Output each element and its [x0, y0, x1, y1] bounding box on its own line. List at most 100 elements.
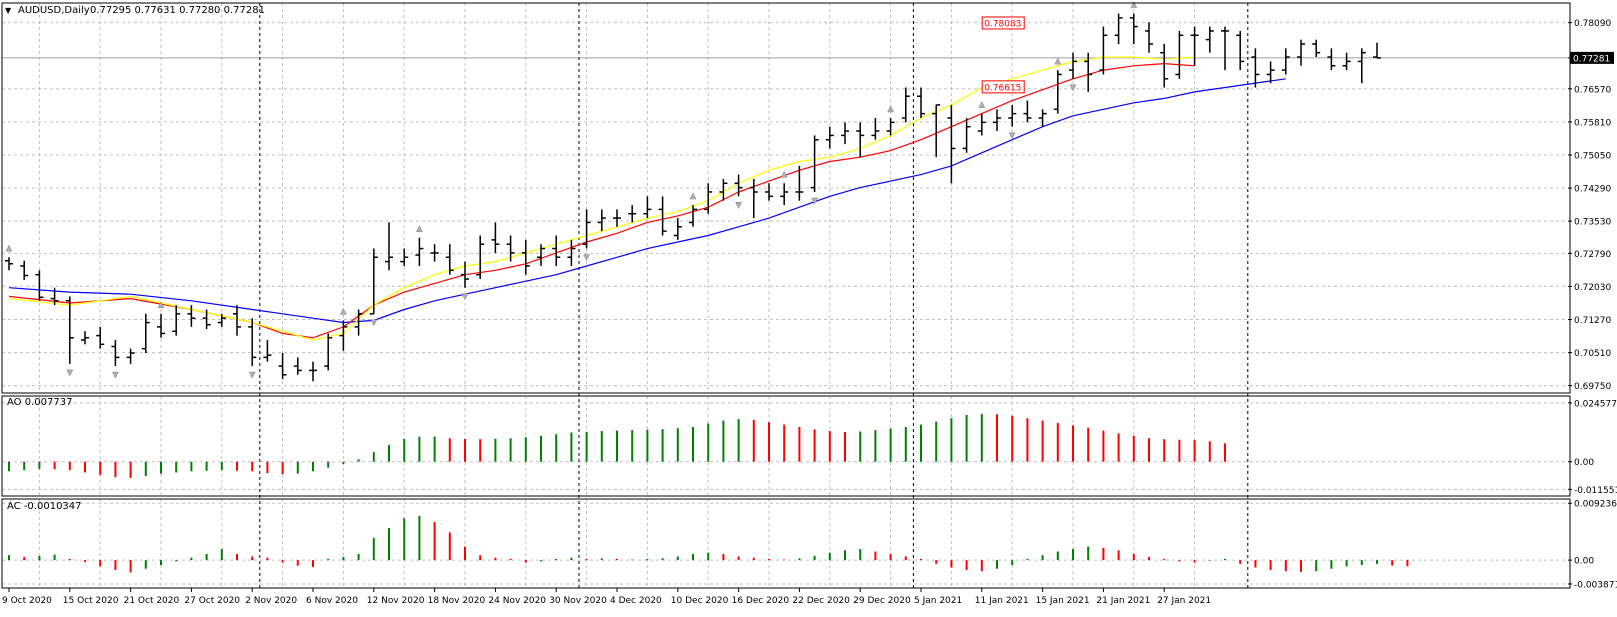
ohlc-bar — [506, 235, 515, 262]
ohlc-bar — [1236, 30, 1245, 71]
time-axis: 9 Oct 2020 15 Oct 2020 21 Oct 2020 27 Oct 2… — [2, 588, 1211, 606]
ohlc-bar — [962, 117, 971, 153]
ohlc-bar — [871, 117, 880, 140]
fractal-up-marker — [1130, 0, 1138, 8]
time-tick-label: 12 Nov 2020 — [367, 596, 425, 606]
price-tick-label: 0.76570 — [1574, 85, 1611, 95]
ohlc-bar — [521, 239, 530, 275]
ohlc-bar — [141, 313, 150, 354]
ohlc-bar — [917, 87, 925, 118]
ohlc-bar — [1175, 30, 1184, 79]
ohlc-bar — [5, 257, 13, 271]
ohlc-bar — [293, 357, 302, 375]
ohlc-bar — [1053, 70, 1062, 114]
period-separators — [259, 3, 1249, 588]
price-tick-label: 0.74290 — [1574, 185, 1611, 195]
ohlc-bar — [1190, 26, 1199, 66]
time-tick-label: 4 Dec 2020 — [610, 596, 662, 606]
ohlc-bar — [50, 287, 59, 306]
price-tick-label: 0.72790 — [1574, 250, 1611, 260]
time-tick-label: 30 Nov 2020 — [549, 596, 607, 606]
ohlc-bar — [20, 260, 29, 280]
ohlc-bar — [1114, 13, 1123, 44]
ohlc-bar — [932, 104, 941, 158]
time-tick-label: 2 Nov 2020 — [245, 596, 297, 606]
price-tick-label: 0.73530 — [1574, 218, 1611, 228]
ohlc-bar — [35, 270, 44, 301]
price-tick-label: 0.77281 — [1573, 54, 1610, 64]
ohlc-bar — [1266, 61, 1275, 84]
ohlc-bar — [841, 122, 849, 145]
ac-bar-tick-label: 0.0092367 — [1574, 500, 1617, 510]
ac-indicator-title: AC -0.0010347 — [7, 501, 82, 512]
time-tick-label: 15 Jan 2021 — [1036, 596, 1090, 606]
fractal-up-marker — [415, 225, 423, 232]
ohlc-bar — [810, 135, 819, 192]
ohlc-bar — [400, 248, 409, 266]
ohlc-bar — [1099, 26, 1108, 75]
ohlc-bar — [886, 117, 895, 136]
ohlc-bar — [96, 326, 105, 349]
ohlc-bar — [643, 196, 652, 219]
time-tick-label: 9 Oct 2020 — [2, 596, 52, 606]
price-label-text: 0.78083 — [984, 19, 1021, 29]
time-tick-label: 27 Jan 2021 — [1157, 596, 1211, 606]
ohlc-bar — [537, 244, 545, 266]
chart-symbol-title: AUDUSD,Daily — [18, 5, 90, 16]
ohlc-bar — [491, 222, 500, 253]
ac-bar-tick-label: -0.003871 — [1574, 580, 1617, 590]
time-tick-label: 27 Oct 2020 — [184, 596, 240, 606]
chart-menu-icon[interactable]: ▼ — [5, 6, 12, 15]
ohlc-bar — [597, 209, 606, 232]
ohlc-bar — [1221, 26, 1229, 71]
price-label-box — [981, 16, 1025, 30]
ohlc-bar — [719, 178, 728, 201]
ohlc-bar — [825, 126, 834, 149]
ohlc-bar — [1312, 39, 1321, 58]
time-tick-label: 29 Dec 2020 — [853, 596, 911, 606]
ohlc-bar — [430, 244, 439, 262]
ohlc-bar — [202, 309, 211, 330]
fractal-up-marker — [780, 170, 788, 178]
fractal-up-marker — [157, 301, 165, 309]
ohlc-bar — [552, 235, 561, 266]
ohlc-bar — [901, 87, 910, 123]
ohlc-bar — [582, 209, 591, 249]
fractal-up-marker — [1054, 57, 1062, 65]
fractal-up-marker — [689, 192, 697, 200]
time-tick-label: 21 Oct 2020 — [124, 596, 180, 606]
ohlc-bar — [248, 318, 257, 367]
fractal-up-marker — [5, 244, 13, 252]
time-tick-label: 16 Dec 2020 — [732, 596, 790, 606]
ohlc-bar — [1145, 22, 1153, 53]
ohlc-bar — [567, 239, 576, 266]
ohlc-bar — [628, 205, 637, 223]
price-tick-label: 0.75810 — [1574, 118, 1611, 128]
fractal-up-marker — [978, 101, 986, 108]
fractal-down-marker — [66, 369, 74, 377]
ohlc-bar — [217, 313, 226, 327]
fractal-down-marker — [811, 197, 819, 205]
ma-fast-line — [8, 56, 1195, 341]
price-tick-label: 0.78090 — [1574, 19, 1611, 29]
fractal-down-marker — [735, 202, 743, 209]
ohlc-bar — [947, 104, 956, 184]
ohlc-bar — [795, 165, 804, 201]
ohlc-bar — [658, 196, 667, 236]
price-tick-label: 0.71270 — [1574, 316, 1611, 326]
ohlc-bar — [749, 178, 758, 219]
fractal-down-marker — [1008, 132, 1016, 140]
ohlc-bar — [445, 244, 454, 275]
fractal-down-marker — [248, 371, 256, 379]
ohlc-bar — [613, 209, 621, 227]
ao-bar-tick-label: -0.011551 — [1574, 486, 1617, 496]
ohlc-bar — [157, 313, 165, 338]
fractal-down-marker — [1069, 84, 1077, 92]
time-tick-label: 5 Jan 2021 — [914, 596, 962, 606]
ao-indicator-title: AO 0.007737 — [7, 397, 72, 408]
ac-bar-tick-label: 0.00 — [1574, 557, 1594, 567]
price-bars — [5, 13, 1381, 382]
ohlc-bar — [111, 339, 120, 367]
